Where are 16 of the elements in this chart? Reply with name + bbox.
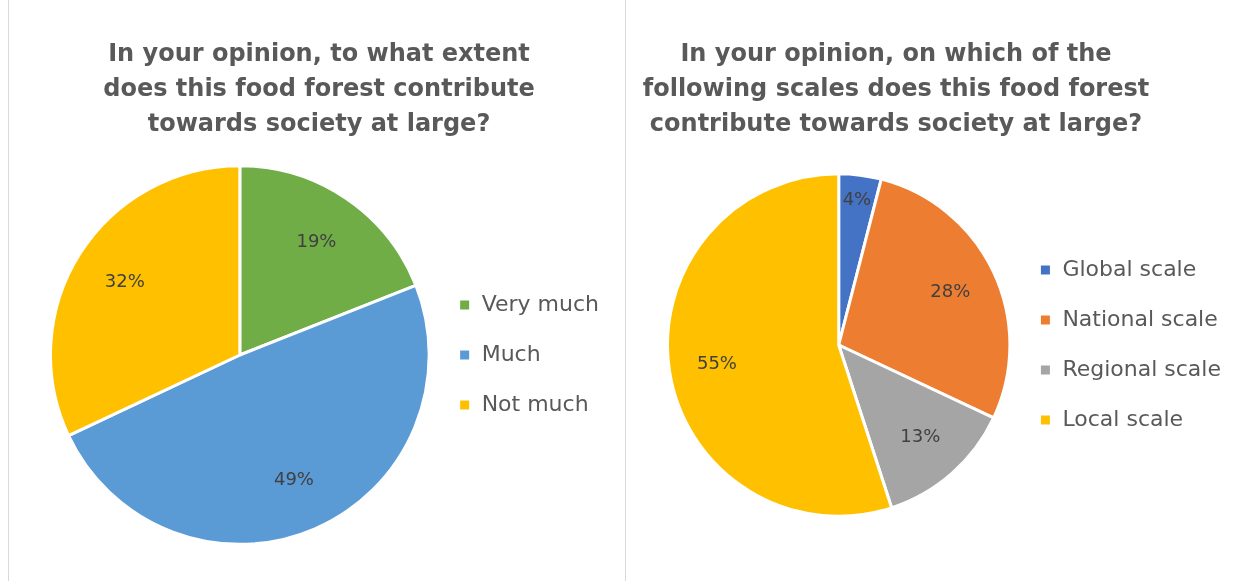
legend-label: Much bbox=[481, 340, 541, 366]
data-label: 13% bbox=[900, 425, 941, 447]
chart-title: In your opinion, on which of the following scales does this food forest contribute towards society at large? bbox=[641, 38, 1151, 139]
data-label: 49% bbox=[273, 467, 314, 489]
chart-title: In your opinion, to what extent does this food forest contribute towards society at large? bbox=[102, 38, 536, 139]
data-label: 28% bbox=[930, 280, 971, 302]
legend-label: Local scale bbox=[1062, 405, 1184, 431]
legend-label: Global scale bbox=[1062, 255, 1197, 281]
data-label: 4% bbox=[842, 188, 872, 210]
legend-label: Not much bbox=[481, 390, 589, 416]
data-label: 32% bbox=[104, 269, 145, 291]
data-label: 55% bbox=[696, 351, 737, 373]
data-label: 19% bbox=[296, 229, 337, 251]
legend-label: Regional scale bbox=[1062, 355, 1222, 381]
legend-label: Very much bbox=[481, 290, 600, 316]
legend-label: National scale bbox=[1062, 305, 1218, 331]
